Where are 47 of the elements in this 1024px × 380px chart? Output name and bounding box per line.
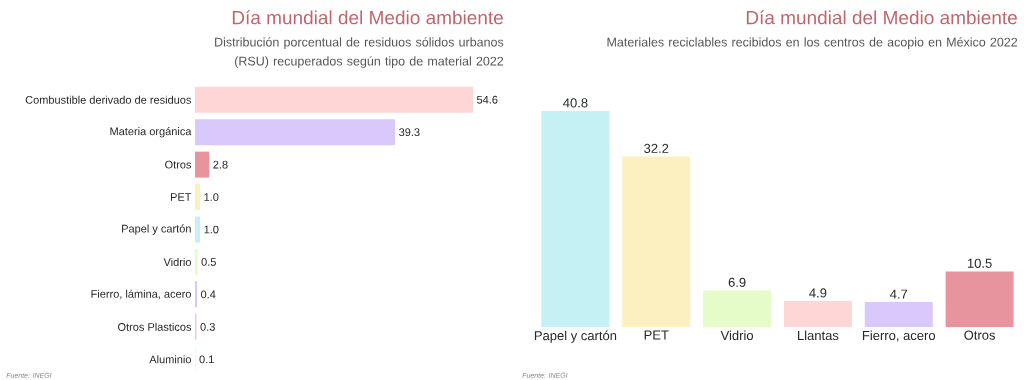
bar <box>622 156 691 327</box>
data-label: 4.7 <box>890 289 908 299</box>
bar <box>195 86 473 113</box>
data-label: 6.9 <box>728 277 746 287</box>
data-label: 2.8 <box>213 160 228 169</box>
y-tick-label: Aluminio <box>149 355 191 364</box>
x-tick-label: Fierro, acero <box>862 330 936 342</box>
chart-subtitle: Distribución porcentual de residuos sólidos urbanos (RSU) recuperados según tipo de material 2022 <box>215 37 504 68</box>
bar <box>541 111 610 327</box>
y-tick-label: Materia orgánica <box>110 126 192 138</box>
y-tick-label: Papel y cartón <box>122 224 191 235</box>
x-tick-label: Otros <box>964 330 996 340</box>
chart-title: Día mundial del Medio ambiente <box>746 10 1017 25</box>
data-label: 32.2 <box>644 143 669 153</box>
chart-subtitle: Materiales reciclables recibidos en los centros de acopio en México 2022 <box>607 37 1018 49</box>
data-label: 39.3 <box>399 128 420 137</box>
x-tick-label: Vidrio <box>720 330 754 341</box>
data-label: 10.5 <box>967 258 992 268</box>
bar <box>195 151 210 178</box>
y-tick-label: Combustible derivado de residuos <box>25 95 192 104</box>
bar <box>195 248 198 275</box>
data-label: 0.5 <box>201 258 216 266</box>
x-tick-label: PET <box>644 330 669 340</box>
bar <box>783 301 852 327</box>
bar <box>195 216 201 243</box>
chart-title: Día mundial del Medio ambiente <box>232 10 503 25</box>
y-tick-label: Vidrio <box>163 257 191 266</box>
bar <box>195 119 396 146</box>
bar <box>945 271 1014 327</box>
data-label: 4.9 <box>809 288 827 298</box>
bar <box>864 302 933 327</box>
y-tick-label: Otros Plasticos <box>118 322 192 331</box>
data-label: 1.0 <box>204 225 219 234</box>
bar <box>703 290 772 327</box>
data-label: 0.3 <box>200 322 215 331</box>
y-tick-label: Fierro, lámina, acero <box>91 289 191 300</box>
data-label: 0.4 <box>201 290 216 299</box>
y-tick-label: PET <box>170 193 192 201</box>
data-label: 54.6 <box>476 95 498 104</box>
x-tick-label: Llantas <box>798 330 839 341</box>
bar <box>195 281 198 308</box>
y-tick-label: Otros <box>165 160 192 169</box>
data-label: 0.1 <box>199 355 214 364</box>
x-tick-label: Papel y cartón <box>534 330 617 343</box>
data-label: 1.0 <box>204 193 219 201</box>
data-label: 40.8 <box>563 98 588 108</box>
bar <box>195 184 201 211</box>
